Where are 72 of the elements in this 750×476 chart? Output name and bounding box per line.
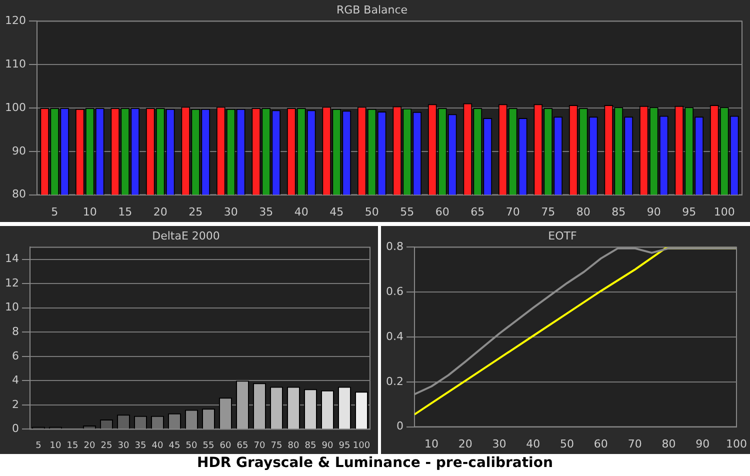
x-tick-label: 85	[304, 440, 316, 451]
x-tick-label: 95	[682, 205, 696, 218]
y-tick-label: 10	[4, 300, 19, 314]
x-tick-label: 85	[612, 205, 626, 218]
x-tick-label: 50	[364, 205, 379, 218]
x-tick-label: 70	[254, 440, 266, 451]
y-tick-label: 0.8	[386, 240, 404, 254]
x-tick-label: 45	[330, 205, 344, 218]
y-tick-label: 0.6	[386, 284, 404, 298]
x-tick-label: 95	[338, 440, 350, 451]
y-tick-label: 14	[4, 252, 19, 266]
x-tick-label: 40	[526, 437, 540, 450]
x-tick-label: 40	[152, 440, 164, 451]
x-tick-label: 50	[560, 437, 574, 450]
x-tick-label: 90	[322, 440, 334, 451]
x-tick-label: 70	[628, 437, 642, 450]
x-tick-label: 20	[153, 205, 168, 218]
y-tick-label: 4	[12, 374, 19, 387]
x-tick-label: 25	[100, 440, 112, 451]
x-tick-label: 80	[576, 205, 590, 218]
x-tick-label: 30	[118, 440, 130, 451]
x-tick-label: 55	[202, 440, 214, 451]
x-tick-label: 10	[424, 437, 438, 450]
x-tick-label: 60	[594, 437, 608, 450]
y-tick-label: 8	[12, 324, 19, 338]
x-tick-label: 65	[236, 440, 248, 451]
y-tick-label: 6	[12, 349, 19, 362]
x-tick-label: 50	[186, 440, 198, 451]
y-tick-label: 0.2	[386, 374, 404, 388]
x-tick-label: 100	[726, 437, 747, 450]
x-tick-label: 90	[646, 205, 661, 218]
chart-title: EOTF	[548, 229, 577, 242]
x-tick-label: 5	[51, 205, 58, 218]
x-tick-label: 75	[270, 440, 282, 451]
x-tick-label: 55	[400, 205, 414, 218]
y-tick-label: 90	[12, 144, 26, 158]
x-tick-label: 40	[294, 205, 308, 218]
x-tick-label: 15	[118, 205, 132, 218]
chart-title: RGB Balance	[336, 3, 408, 16]
y-tick-label: 120	[4, 14, 26, 28]
y-tick-label: 0.4	[386, 330, 404, 343]
x-tick-label: 10	[50, 440, 62, 451]
x-tick-label: 20	[458, 437, 472, 450]
x-tick-label: 60	[220, 440, 232, 451]
y-tick-label: 110	[4, 57, 26, 70]
x-tick-label: 60	[435, 205, 450, 218]
x-tick-label: 35	[134, 440, 146, 451]
y-tick-label: 12	[4, 276, 19, 290]
x-tick-label: 5	[36, 440, 42, 451]
x-tick-label: 70	[506, 205, 520, 218]
x-tick-label: 80	[662, 437, 676, 450]
x-tick-label: 75	[541, 205, 556, 218]
text: HDR Grayscale & Luminance - pre-calibration	[197, 455, 553, 471]
x-tick-label: 35	[259, 205, 274, 218]
x-tick-label: 80	[288, 440, 300, 451]
x-tick-label: 15	[66, 440, 78, 451]
x-tick-label: 30	[224, 205, 238, 218]
y-tick-label: 100	[4, 100, 26, 114]
x-tick-label: 90	[696, 437, 710, 450]
y-tick-label: 80	[12, 188, 26, 201]
x-tick-label: 45	[168, 440, 180, 451]
x-tick-label: 65	[470, 205, 485, 218]
x-tick-label: 25	[188, 205, 203, 218]
x-tick-label: 100	[352, 440, 370, 451]
chart-title: DeltaE 2000	[152, 229, 220, 242]
y-tick-label: 2	[12, 398, 19, 411]
y-tick-label: 0	[396, 420, 404, 433]
x-tick-label: 100	[714, 205, 735, 218]
x-tick-label: 20	[84, 440, 96, 451]
y-tick-label: 0	[12, 422, 19, 436]
x-tick-label: 10	[82, 205, 97, 218]
x-tick-label: 30	[492, 437, 506, 450]
